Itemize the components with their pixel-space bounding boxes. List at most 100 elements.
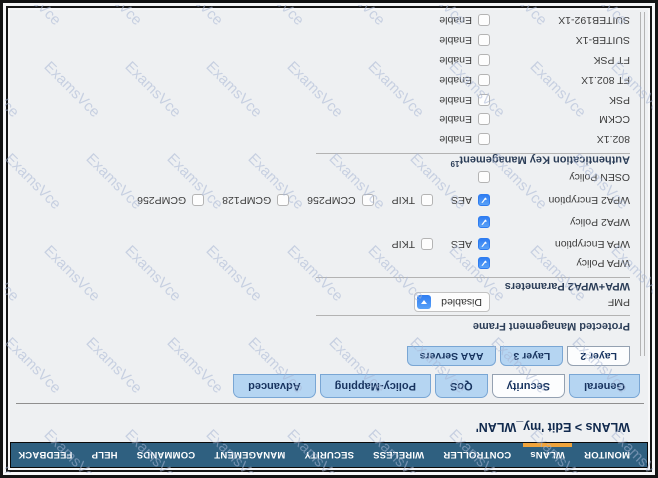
check-icon: ✓: [480, 258, 488, 269]
wpa2-aes-checkbox[interactable]: ✓: [478, 194, 490, 206]
nav-item-monitor[interactable]: MONITOR: [583, 449, 630, 461]
akm-suiteb192-1x-checkbox[interactable]: ✓: [478, 14, 490, 26]
wpa2-encryption-row: WPA2 Encryption ✓ AES ✓ TKIP ✓ CCMP256 ✓ GCM…: [22, 192, 630, 208]
akm-suiteb192-1x-label: SUITEB192-1X: [558, 14, 630, 26]
subtab-layer3[interactable]: Layer 3: [500, 346, 564, 366]
akm-psk-checkbox[interactable]: ✓: [478, 94, 490, 106]
akm-8021x-checkbox[interactable]: ✓: [478, 133, 490, 145]
pmf-section-title: Protected Management Frame: [472, 320, 630, 332]
wpa2-aes-label: AES: [450, 194, 472, 206]
akm-ft-8021x-label: FT 802.1X: [581, 74, 630, 86]
tab-advanced[interactable]: Advanced: [233, 374, 316, 398]
wpa2-gcmp128-checkbox[interactable]: ✓: [277, 194, 290, 206]
wpa2-policy-label: WPA2 Policy: [570, 216, 630, 228]
wpa-encryption-row: WPA Encryption ✓ AES ✓ TKIP: [22, 236, 630, 252]
enable-label: Enable: [439, 94, 472, 106]
akm-row-suiteb192-1x: SUITEB192-1X ✓ Enable: [22, 12, 630, 28]
akm-cckm-checkbox[interactable]: ✓: [478, 113, 490, 125]
security-subtabs: Layer 2 Layer 3 AAA Servers: [406, 346, 630, 366]
enable-label: Enable: [439, 14, 472, 26]
section-divider: [316, 153, 630, 154]
watermark-text: ExamsVce: [649, 334, 653, 397]
wpa2-policy-checkbox[interactable]: ✓: [478, 216, 490, 228]
akm-ft-8021x-checkbox[interactable]: ✓: [478, 74, 490, 86]
pmf-selected-value: Disabled: [441, 296, 482, 308]
tab-policy-mapping[interactable]: Policy-Mapping: [319, 374, 431, 398]
nav-item-controller[interactable]: CONTROLLER: [443, 449, 512, 461]
osen-policy-row: OSEN Policy ✓: [22, 169, 630, 185]
watermark-text: ExamsVce: [649, 5, 653, 29]
wpa2-encryption-label: WPA2 Encryption: [548, 194, 630, 206]
wpa2-gcmp256-label: GCMP256: [137, 194, 187, 206]
akm-suiteb-1x-label: SUITEB-1X: [575, 34, 630, 46]
heading-divider: [16, 403, 644, 404]
enable-label: Enable: [439, 113, 472, 125]
wpa2-gcmp256-checkbox[interactable]: ✓: [192, 194, 205, 206]
wpa-policy-checkbox[interactable]: ✓: [478, 257, 490, 269]
nav-item-security[interactable]: SECURITY: [304, 449, 354, 461]
wlc-page-rotated: MONITOR WLANs CONTROLLER WIRELESS SECURI…: [10, 10, 648, 468]
subtab-layer2[interactable]: Layer 2: [567, 346, 630, 366]
wpa-policy-label: WPA Policy: [576, 257, 630, 269]
chevron-down-icon: [417, 295, 432, 309]
pmf-select[interactable]: Disabled: [414, 292, 490, 312]
akm-row-suiteb-1x: SUITEB-1X ✓ Enable: [22, 32, 630, 48]
watermark-text: ExamsVce: [649, 150, 653, 213]
wpa-section-title: WPA+WPA2 Parameters: [504, 280, 630, 292]
section-divider: [316, 277, 630, 278]
section-divider: [316, 315, 630, 316]
tab-security[interactable]: Security: [491, 374, 566, 398]
osen-policy-checkbox[interactable]: ✓: [478, 171, 490, 183]
akm-row-8021x: 802.1X ✓ Enable: [22, 131, 630, 147]
nav-item-management[interactable]: MANAGEMENT: [214, 449, 286, 461]
akm-row-psk: PSK ✓ Enable: [22, 92, 630, 108]
wpa-tkip-checkbox[interactable]: ✓: [420, 238, 433, 250]
subtab-aaa-servers[interactable]: AAA Servers: [406, 346, 497, 366]
enable-label: Enable: [439, 133, 472, 145]
wpa-policy-row: WPA Policy ✓: [22, 255, 630, 271]
akm-section-title: Authentication Key Management19: [450, 153, 630, 168]
wpa2-tkip-checkbox[interactable]: ✓: [420, 194, 433, 206]
akm-row-cckm: CCKM ✓ Enable: [22, 111, 630, 127]
tab-qos[interactable]: QoS: [434, 374, 488, 398]
check-icon: ✓: [480, 239, 488, 250]
nav-item-help[interactable]: HELP: [91, 449, 118, 461]
akm-suiteb-1x-checkbox[interactable]: ✓: [478, 34, 490, 46]
wpa-aes-label: AES: [450, 238, 472, 250]
page-edge-line: [644, 12, 645, 356]
wpa2-ccmp256-checkbox[interactable]: ✓: [361, 194, 374, 206]
pmf-row: PMF Disabled: [22, 292, 630, 312]
wpa2-policy-row: WPA2 Policy ✓: [22, 214, 630, 230]
akm-ft-psk-label: FT PSK: [593, 54, 630, 66]
enable-label: Enable: [439, 34, 472, 46]
wpa-encryption-label: WPA Encryption: [554, 238, 630, 250]
wpa2-gcmp128-label: GCMP128: [222, 194, 272, 206]
wpa-aes-checkbox[interactable]: ✓: [478, 238, 490, 250]
pmf-label: PMF: [607, 296, 630, 308]
wpa2-ccmp256-label: CCMP256: [307, 194, 356, 206]
nav-item-feedback[interactable]: FEEDBACK: [18, 449, 73, 461]
footnote-marker: 19: [450, 159, 460, 168]
nav-item-wlans[interactable]: WLANs: [523, 443, 572, 467]
wpa2-tkip-label: TKIP: [391, 194, 415, 206]
osen-policy-label: OSEN Policy: [569, 171, 630, 183]
akm-row-ft-8021x: FT 802.1X ✓ Enable: [22, 72, 630, 88]
nav-item-wireless[interactable]: WIRELESS: [372, 449, 425, 461]
enable-label: Enable: [439, 74, 472, 86]
akm-8021x-label: 802.1X: [596, 133, 630, 145]
check-icon: ✓: [480, 195, 488, 206]
akm-ft-psk-checkbox[interactable]: ✓: [478, 54, 490, 66]
akm-psk-label: PSK: [608, 94, 630, 106]
enable-label: Enable: [439, 54, 472, 66]
akm-row-ft-psk: FT PSK ✓ Enable: [22, 52, 630, 68]
wpa-tkip-label: TKIP: [391, 238, 415, 250]
akm-cckm-label: CCKM: [599, 113, 630, 125]
top-nav-bar: MONITOR WLANs CONTROLLER WIRELESS SECURI…: [10, 442, 648, 468]
page-title: WLANs > Edit 'my_WLAN': [475, 420, 630, 434]
nav-item-commands[interactable]: COMMANDS: [136, 449, 196, 461]
tab-general[interactable]: General: [569, 374, 640, 398]
page-edge-line: [640, 12, 641, 356]
wlan-edit-tabs: General Security QoS Policy-Mapping Adva…: [233, 374, 640, 398]
check-icon: ✓: [480, 217, 488, 228]
